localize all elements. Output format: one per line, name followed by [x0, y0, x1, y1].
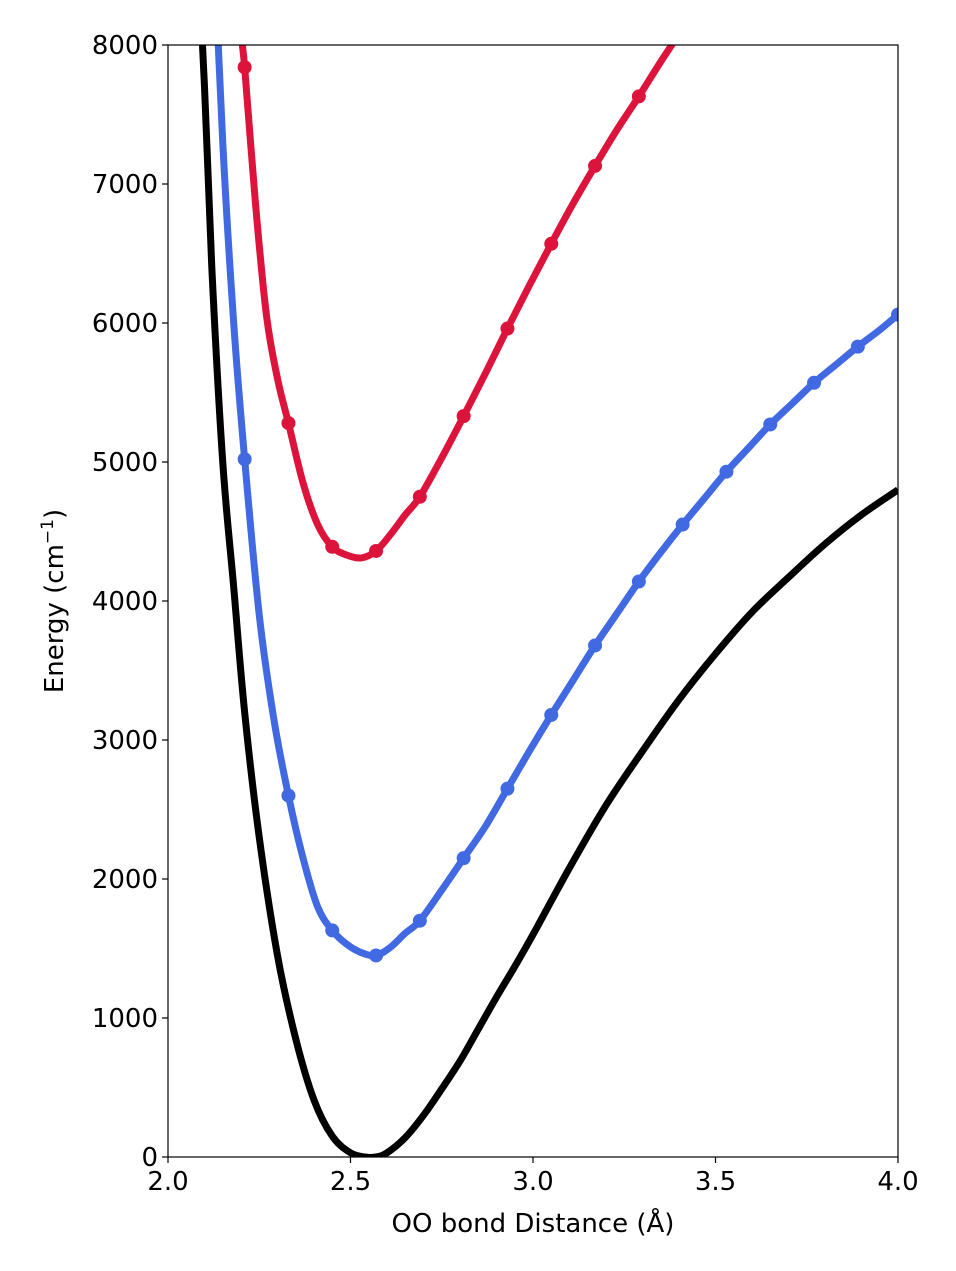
series-line-2 [238, 45, 676, 562]
y-tick-label: 5000 [92, 448, 158, 478]
y-axis-label-close: ) [40, 509, 70, 519]
series-line-1 [214, 45, 898, 960]
series-2-point [412, 489, 427, 504]
plot-frame [167, 44, 899, 1158]
series-2 [237, 45, 676, 562]
series-1 [214, 45, 898, 963]
x-tick-label: 2.5 [330, 1167, 371, 1197]
series-line-0 [199, 45, 898, 1157]
series-2-point [456, 409, 471, 424]
series-1-point [719, 464, 734, 479]
series-2-point [237, 60, 252, 75]
series-1-point [675, 517, 690, 532]
series-1-point [763, 417, 778, 432]
series-2-point [500, 321, 515, 336]
y-tick-label: 4000 [92, 587, 158, 617]
series-2-point [281, 416, 296, 431]
series-1-point [325, 923, 340, 938]
series-1-point [588, 638, 603, 653]
y-tick-label: 1000 [92, 1004, 158, 1034]
y-tick-label: 8000 [92, 31, 158, 61]
series-1-point [237, 452, 252, 467]
series-2-point [325, 539, 340, 554]
series-1-point [544, 707, 559, 722]
series-layer [199, 45, 898, 1157]
series-1-point [281, 788, 296, 803]
series-1-point [456, 851, 471, 866]
x-tick-label: 4.0 [877, 1167, 918, 1197]
y-axis-label: Energy (cm−1) [38, 509, 70, 693]
x-axis-label: OO bond Distance (Å) [392, 1207, 675, 1239]
series-1-point [500, 781, 515, 796]
series-1-point [631, 574, 646, 589]
x-tick-label: 3.5 [695, 1167, 736, 1197]
ticks-layer: 2.0 2.5 3.0 3.5 4.0 0 1000 2000 3000 4000 5000 6000… [92, 31, 919, 1197]
series-1-point [807, 375, 822, 390]
x-tick-label: 3.0 [512, 1167, 553, 1197]
y-tick-label: 2000 [92, 865, 158, 895]
y-axis-label-main: Energy (cm [40, 544, 70, 693]
series-0 [199, 45, 898, 1157]
y-axis-label-superscript: −1 [38, 519, 58, 544]
series-2-point [369, 543, 384, 558]
y-tick-label: 6000 [92, 309, 158, 339]
y-tick-label: 7000 [92, 170, 158, 200]
series-1-point [412, 913, 427, 928]
series-1-point [850, 339, 865, 354]
series-2-point [631, 89, 646, 104]
series-2-point [544, 236, 559, 251]
series-1-point [891, 307, 898, 322]
y-tick-label: 0 [141, 1143, 158, 1173]
y-tick-label: 3000 [92, 726, 158, 756]
series-1-point [369, 948, 384, 963]
x-tick-label: 2.0 [147, 1167, 188, 1197]
series-2-point [588, 158, 603, 173]
